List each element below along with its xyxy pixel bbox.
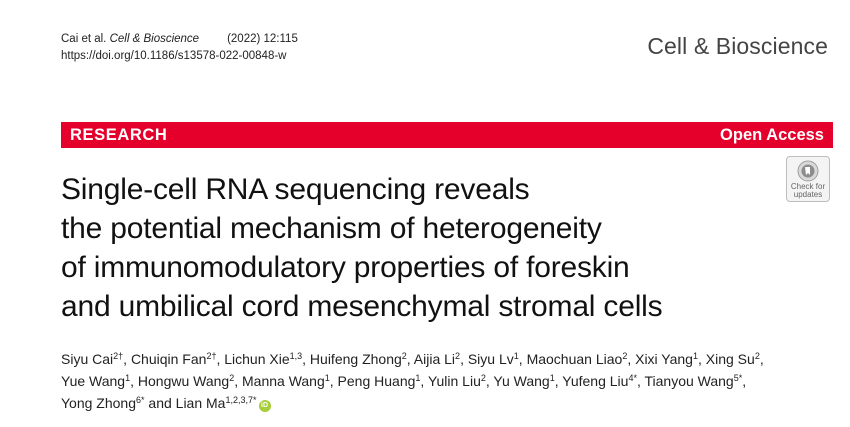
author-name[interactable]: Maochuan Liao — [526, 351, 623, 367]
author-affiliation: 2 — [401, 351, 407, 361]
author-affiliation: 2 — [480, 373, 486, 383]
authors-conjunction: and — [148, 395, 172, 411]
author-affiliation: 1,2,3,7* — [225, 395, 257, 405]
author-affiliation: 2† — [206, 351, 217, 361]
author-affiliation: 2 — [622, 351, 628, 361]
open-access-label: Open Access — [720, 125, 824, 144]
author-affiliation: 2 — [754, 351, 760, 361]
article-type-banner: RESEARCH Open Access — [61, 122, 833, 148]
author-affiliation: 1 — [692, 351, 698, 361]
author-name[interactable]: Chuiqin Fan — [130, 351, 207, 367]
author-name[interactable]: Aijia Li — [413, 351, 456, 367]
author-affiliation: 4* — [628, 373, 637, 383]
author-name[interactable]: Tianyou Wang — [644, 373, 734, 389]
author-affiliation: 6* — [136, 395, 145, 405]
citation-header: Cai et al. Cell & Bioscience (2022) 12:11… — [61, 31, 298, 65]
author-line: Yong Zhong6* and Lian Ma1,2,3,7*iD — [61, 392, 841, 414]
author-name[interactable]: Xing Su — [705, 351, 755, 367]
author-name[interactable]: Lichun Xie — [224, 351, 290, 367]
check-for-updates-button[interactable]: Check for updates — [786, 156, 830, 202]
author-name[interactable]: Yulin Liu — [427, 373, 481, 389]
author-name[interactable]: Yu Wang — [493, 373, 550, 389]
author-line: Yue Wang1, Hongwu Wang2, Manna Wang1, Pe… — [61, 373, 747, 389]
author-affiliation: 2 — [229, 373, 235, 383]
author-name[interactable]: Huifeng Zhong — [309, 351, 402, 367]
author-affiliation: 1 — [324, 373, 330, 383]
author-name[interactable]: Yufeng Liu — [562, 373, 629, 389]
author-affiliation: 1 — [513, 351, 519, 361]
check-for-updates-icon — [797, 160, 819, 182]
author-affiliation: 2 — [455, 351, 461, 361]
author-name[interactable]: Siyu Cai — [61, 351, 114, 367]
author-name[interactable]: Hongwu Wang — [137, 373, 230, 389]
title-line: the potential mechanism of heterogeneity — [61, 212, 602, 245]
author-line: Siyu Cai2†, Chuiqin Fan2†, Lichun Xie1,3… — [61, 351, 764, 367]
author-name[interactable]: Lian Ma — [175, 395, 226, 411]
check-for-updates-line1: Check for — [790, 182, 826, 191]
title-line: of immunomodulatory properties of foresk… — [61, 251, 630, 284]
author-name[interactable]: Yong Zhong — [61, 395, 136, 411]
author-affiliation: 1 — [549, 373, 555, 383]
author-affiliation: 1 — [125, 373, 131, 383]
orcid-icon[interactable]: iD — [258, 400, 271, 412]
author-name[interactable]: Xixi Yang — [635, 351, 693, 367]
citation-journal: Cell & Bioscience — [109, 33, 200, 45]
check-for-updates-line2: updates — [793, 190, 823, 199]
author-name[interactable]: Siyu Lv — [467, 351, 514, 367]
citation-year-volume: (2022) 12:115 — [227, 33, 298, 45]
author-list: Siyu Cai2†, Chuiqin Fan2†, Lichun Xie1,3… — [61, 348, 841, 414]
citation-authors: Cai et al. — [61, 33, 107, 45]
doi-link[interactable]: https://doi.org/10.1186/s13578-022-00848… — [61, 50, 287, 62]
author-affiliation: 1,3 — [289, 351, 303, 361]
citation-line: Cai et al. Cell & Bioscience (2022) 12:11… — [61, 31, 298, 48]
author-name[interactable]: Manna Wang — [242, 373, 325, 389]
author-affiliation: 1 — [415, 373, 421, 383]
section-label: RESEARCH — [70, 125, 168, 144]
title-line: and umbilical cord mesenchymal stromal c… — [61, 290, 663, 323]
author-affiliation: 5* — [733, 373, 743, 383]
author-name[interactable]: Peng Huang — [337, 373, 416, 389]
author-name[interactable]: Yue Wang — [61, 373, 126, 389]
article-title: Single-cell RNA sequencing reveals the p… — [61, 170, 776, 326]
author-affiliation: 2† — [113, 351, 124, 361]
title-line: Single-cell RNA sequencing reveals — [61, 173, 530, 206]
journal-name: Cell & Bioscience — [647, 33, 828, 59]
